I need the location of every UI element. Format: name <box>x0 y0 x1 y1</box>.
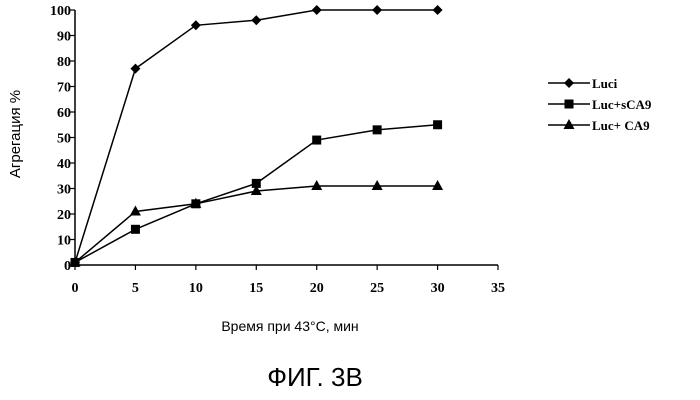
y-axis-ticks: 0 10 20 30 40 50 60 70 80 90 100 <box>50 4 75 274</box>
x-axis-ticks: 0 5 10 15 20 25 30 35 <box>72 265 506 296</box>
data-point <box>433 5 443 15</box>
y-tick-label: 0 <box>64 259 71 274</box>
y-tick-label: 100 <box>50 4 71 19</box>
data-point <box>131 225 140 234</box>
data-point <box>433 120 442 129</box>
y-tick-label: 10 <box>57 234 71 249</box>
x-tick-label: 30 <box>431 281 445 296</box>
y-tick-label: 60 <box>57 106 71 121</box>
data-point <box>432 180 443 190</box>
series-layer <box>70 5 444 267</box>
y-axis-label: Агрегация % <box>7 90 24 178</box>
data-point <box>372 5 382 15</box>
y-tick-label: 20 <box>57 208 71 223</box>
figure-caption: ФИГ. 3В <box>0 362 630 393</box>
legend-marker <box>564 78 574 88</box>
y-tick-label: 40 <box>57 157 71 172</box>
legend: Luci Luc+sCA9 Luc+ CA9 <box>548 76 652 133</box>
y-tick-label: 70 <box>57 81 71 96</box>
x-tick-label: 25 <box>370 281 384 296</box>
legend-label: Luci <box>592 76 618 91</box>
data-point <box>191 20 201 30</box>
y-tick-label: 50 <box>57 132 71 147</box>
series-1 <box>70 5 443 267</box>
data-point <box>312 136 321 145</box>
y-tick-label: 30 <box>57 183 71 198</box>
legend-marker <box>564 119 575 129</box>
legend-label: Luc+ CA9 <box>592 118 650 133</box>
y-tick-label: 80 <box>57 55 71 70</box>
legend-item-3: Luc+ CA9 <box>548 118 650 133</box>
x-tick-label: 35 <box>491 281 505 296</box>
legend-label: Luc+sCA9 <box>592 97 652 112</box>
legend-item-2: Luc+sCA9 <box>548 97 652 112</box>
legend-item-1: Luci <box>548 76 618 91</box>
data-point <box>311 180 322 190</box>
series-3 <box>70 180 444 267</box>
data-point <box>312 5 322 15</box>
x-tick-label: 5 <box>132 281 139 296</box>
x-tick-label: 0 <box>72 281 79 296</box>
x-tick-label: 15 <box>249 281 263 296</box>
x-tick-label: 10 <box>189 281 203 296</box>
data-point <box>251 15 261 25</box>
data-point <box>372 180 383 190</box>
legend-marker <box>565 100 574 109</box>
series-line <box>75 186 438 263</box>
y-tick-label: 90 <box>57 30 71 45</box>
x-axis-label: Время при 43°C, мин <box>221 318 358 334</box>
x-tick-label: 20 <box>310 281 324 296</box>
data-point <box>130 64 140 74</box>
data-point <box>373 125 382 134</box>
series-line <box>75 10 438 262</box>
